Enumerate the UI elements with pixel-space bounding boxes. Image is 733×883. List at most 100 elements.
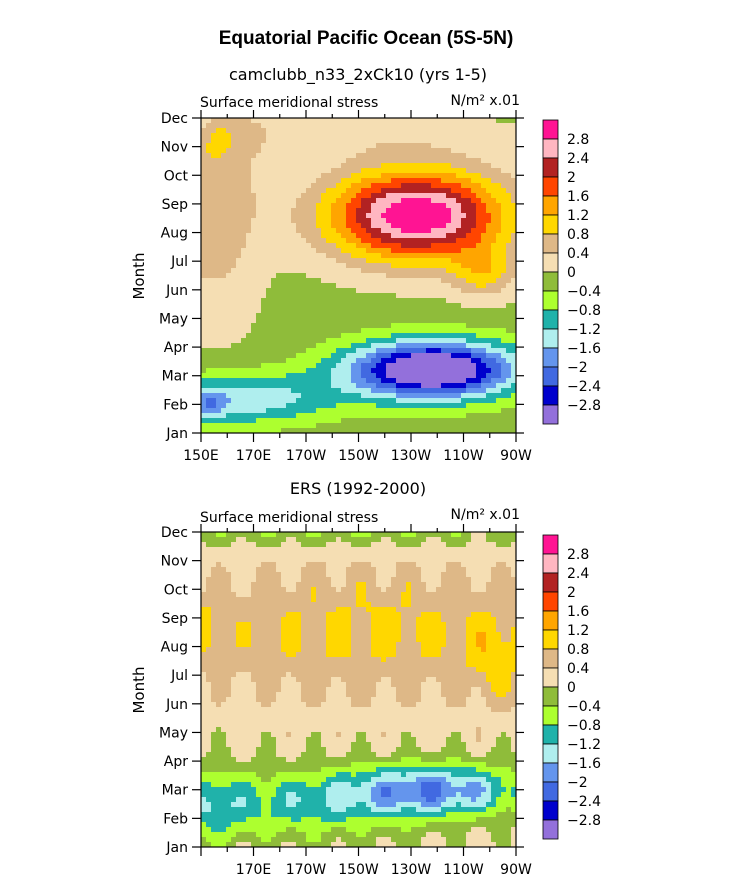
contour-cell	[286, 338, 292, 344]
contour-cell	[506, 133, 512, 139]
contour-cell	[451, 213, 457, 219]
contour-cell	[341, 233, 347, 239]
contour-cell	[486, 233, 492, 239]
contour-cell	[466, 248, 472, 254]
contour-cell	[506, 597, 512, 603]
contour-cell	[306, 582, 312, 588]
contour-cell	[381, 328, 387, 334]
contour-cell	[361, 323, 367, 329]
contour-cell	[311, 188, 317, 194]
contour-cell	[371, 118, 377, 124]
contour-cell	[421, 168, 427, 174]
contour-cell	[246, 233, 252, 239]
contour-cell	[316, 592, 322, 598]
contour-cell	[221, 188, 227, 194]
contour-cell	[411, 552, 417, 558]
contour-cell	[446, 258, 452, 264]
contour-cell	[266, 273, 272, 279]
contour-cell	[511, 567, 517, 573]
contour-cell	[211, 148, 217, 154]
contour-cell	[461, 363, 467, 369]
contour-cell	[216, 557, 222, 563]
contour-cell	[421, 173, 427, 179]
contour-cell	[306, 228, 312, 234]
contour-cell	[311, 547, 317, 553]
contour-cell	[281, 123, 287, 129]
contour-cell	[511, 358, 517, 364]
contour-cell	[391, 123, 397, 129]
contour-cell	[486, 557, 492, 563]
contour-cell	[246, 393, 252, 399]
contour-cell	[301, 138, 307, 144]
contour-cell	[261, 233, 267, 239]
contour-cell	[291, 353, 297, 359]
contour-cell	[501, 373, 507, 379]
contour-cell	[276, 283, 282, 289]
contour-cell	[501, 567, 507, 573]
contour-cell	[341, 268, 347, 274]
contour-cell	[371, 577, 377, 583]
contour-cell	[421, 413, 427, 419]
contour-cell	[256, 118, 262, 124]
contour-cell	[246, 383, 252, 389]
contour-cell	[286, 228, 292, 234]
contour-cell	[356, 303, 362, 309]
contour-cell	[446, 567, 452, 573]
contour-cell	[341, 378, 347, 384]
contour-cell	[346, 238, 352, 244]
x-tick-label: 150E	[183, 448, 219, 464]
contour-cell	[361, 348, 367, 354]
contour-cell	[306, 567, 312, 573]
contour-cell	[386, 253, 392, 259]
contour-cell	[396, 198, 402, 204]
contour-cell	[466, 428, 472, 434]
contour-cell	[281, 288, 287, 294]
contour-cell	[321, 288, 327, 294]
contour-cell	[371, 148, 377, 154]
contour-cell	[376, 318, 382, 324]
contour-cell	[221, 143, 227, 149]
contour-cell	[296, 388, 302, 394]
contour-cell	[326, 268, 332, 274]
contour-cell	[216, 537, 222, 543]
contour-cell	[236, 358, 242, 364]
contour-cell	[246, 552, 252, 558]
contour-cell	[216, 353, 222, 359]
y-tick-label: Apr	[164, 340, 188, 356]
contour-cell	[366, 273, 372, 279]
contour-cell	[216, 313, 222, 319]
contour-cell	[261, 428, 267, 434]
contour-cell	[201, 188, 207, 194]
contour-cell	[456, 218, 462, 224]
contour-cell	[381, 532, 387, 538]
contour-cell	[336, 353, 342, 359]
contour-cell	[241, 208, 247, 214]
contour-cell	[396, 313, 402, 319]
contour-cell	[351, 318, 357, 324]
contour-cell	[426, 248, 432, 254]
contour-cell	[371, 313, 377, 319]
contour-cell	[456, 138, 462, 144]
contour-cell	[506, 263, 512, 269]
y-tick-label: Nov	[161, 140, 188, 156]
contour-cell	[236, 243, 242, 249]
contour-cell	[301, 263, 307, 269]
contour-cell	[436, 258, 442, 264]
contour-cell	[256, 393, 262, 399]
contour-cell	[436, 138, 442, 144]
contour-cell	[231, 193, 237, 199]
contour-cell	[341, 567, 347, 573]
contour-cell	[366, 398, 372, 404]
contour-cell	[376, 398, 382, 404]
contour-cell	[476, 328, 482, 334]
contour-cell	[241, 263, 247, 269]
contour-cell	[226, 413, 232, 419]
contour-cell	[356, 582, 362, 588]
contour-cell	[431, 138, 437, 144]
contour-cell	[481, 428, 487, 434]
contour-cell	[411, 148, 417, 154]
contour-cell	[441, 353, 447, 359]
contour-cell	[436, 318, 442, 324]
contour-cell	[251, 537, 257, 543]
contour-cell	[271, 338, 277, 344]
